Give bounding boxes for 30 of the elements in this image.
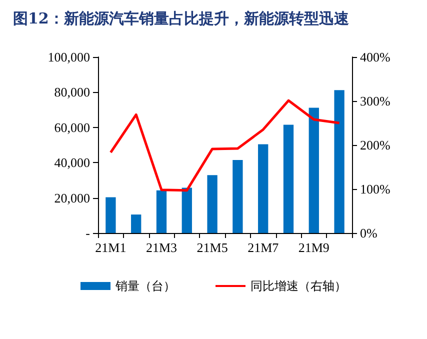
chart-title: 图12：新能源汽车销量占比提升，新能源转型迅速	[13, 10, 350, 28]
x-tick-label: 21M9	[298, 240, 330, 255]
bar	[308, 108, 319, 233]
bar	[258, 144, 268, 233]
y2-tick-label: 400%	[360, 50, 390, 64]
y-tick-label: 20,000	[54, 190, 90, 206]
bar	[156, 190, 167, 233]
bar	[131, 214, 142, 233]
y2-tick-label: 100%	[360, 182, 390, 196]
y2-tick-label: 0%	[360, 226, 378, 240]
x-tick-label: 21M1	[95, 240, 126, 255]
legend-label: 销量（台）	[114, 279, 176, 293]
y-tick-label: 40,000	[54, 155, 90, 170]
y2-tick-label: 300%	[360, 94, 390, 108]
y-tick-label: 60,000	[54, 120, 90, 135]
bar	[334, 90, 344, 233]
bar	[232, 160, 243, 233]
y-tick-label: 100,000	[48, 50, 90, 64]
y-tick-label: -	[86, 226, 90, 240]
x-tick-label: 21M5	[196, 240, 228, 255]
bar	[283, 124, 294, 233]
y-tick-label: 80,000	[54, 84, 90, 100]
bar	[182, 188, 192, 233]
x-tick-label: 21M7	[248, 240, 280, 255]
y2-tick-label: 200%	[360, 138, 390, 152]
x-tick-label: 21M3	[146, 240, 178, 255]
bar	[207, 175, 218, 233]
bar	[106, 197, 116, 233]
legend-label: 同比增速（右轴）	[250, 279, 346, 293]
line-series	[109, 99, 341, 192]
